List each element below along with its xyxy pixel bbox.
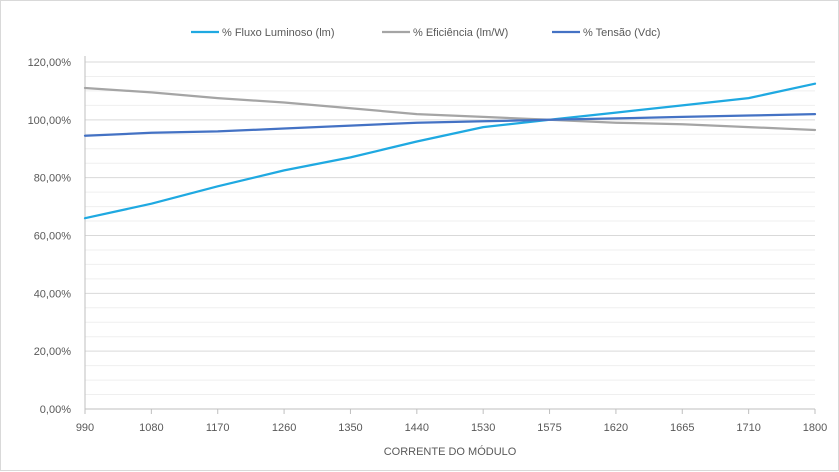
legend-label: % Fluxo Luminoso (lm) (222, 27, 334, 39)
y-axis-tick-labels: 0,00% 20,00% 40,00% 60,00% 80,00% 100,00% 120,… (28, 57, 72, 416)
x-tick-label: 1665 (670, 422, 694, 434)
y-tick-label: 60,00% (34, 231, 72, 243)
series-lines (83, 82, 817, 220)
x-axis-tick-labels: 990 1080 1170 1260 1350 1440 1530 1575 1620 1665 1… (76, 409, 827, 434)
x-tick-label: 1350 (338, 422, 362, 434)
x-tick-label: 1080 (139, 422, 163, 434)
x-tick-label: 990 (76, 422, 94, 434)
x-tick-label: 1170 (206, 422, 230, 434)
y-tick-label: 120,00% (28, 57, 72, 69)
major-gridlines (85, 61, 815, 410)
x-tick-label: 1710 (736, 422, 760, 434)
y-tick-label: 100,00% (28, 115, 72, 127)
y-tick-label: 80,00% (34, 173, 72, 185)
x-tick-label: 1800 (803, 422, 827, 434)
series-line-3 (83, 112, 817, 137)
legend: % Fluxo Luminoso (lm) % Eficiência (lm/W)… (191, 27, 660, 39)
x-tick-label: 1440 (405, 422, 429, 434)
x-tick-label: 1575 (537, 422, 561, 434)
y-tick-label: 0,00% (40, 404, 71, 416)
x-axis-title: CORRENTE DO MÓDULO (384, 445, 517, 458)
y-tick-label: 20,00% (34, 346, 72, 358)
minor-gridlines (85, 75, 815, 396)
x-tick-label: 1260 (272, 422, 296, 434)
series-line-2 (83, 86, 817, 132)
x-tick-label: 1530 (471, 422, 495, 434)
axes (84, 56, 815, 410)
y-tick-label: 40,00% (34, 288, 72, 300)
series-line-1 (83, 82, 817, 220)
legend-label: % Tensão (Vdc) (583, 27, 660, 39)
legend-label: % Eficiência (lm/W) (413, 27, 508, 39)
x-tick-label: 1620 (604, 422, 628, 434)
